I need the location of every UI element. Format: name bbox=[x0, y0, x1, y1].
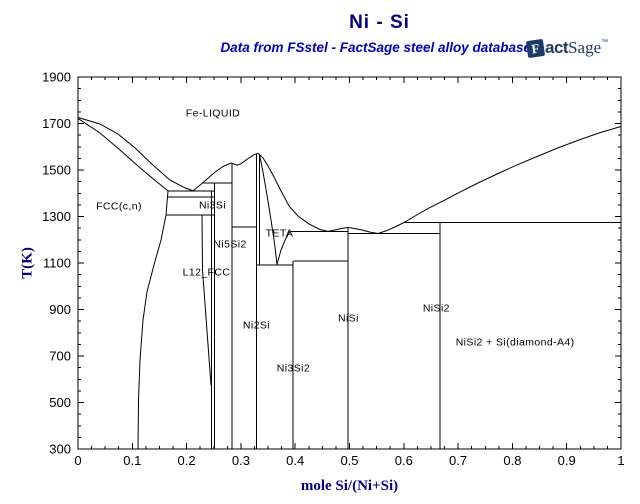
phase-boundary-l12-fcc-left-boundary bbox=[201, 215, 212, 386]
phase-boundary-solidus-fcc bbox=[77, 117, 169, 192]
phase-region-label: NiSi bbox=[338, 312, 359, 324]
phase-boundary-liquidus-ni2si-si bbox=[257, 126, 622, 235]
factsage-logo-text-sage: Sage bbox=[568, 38, 602, 57]
phase-boundary-teta-right-boundary bbox=[276, 231, 291, 265]
plot-frame bbox=[77, 76, 622, 450]
x-axis-title: mole Si/(Ni+Si) bbox=[300, 478, 399, 494]
phase-region-label: L12_FCC bbox=[183, 267, 231, 279]
phase-region-label: FCC(c,n) bbox=[96, 201, 142, 213]
page-title: Ni - Si bbox=[349, 12, 410, 33]
x-axis-tick-label: 0.8 bbox=[503, 453, 521, 468]
y-axis-tick-label: 1700 bbox=[42, 116, 71, 131]
factsage-logo: F act Sage ™ bbox=[525, 38, 609, 62]
phase-region-label: Ni5Si2 bbox=[213, 238, 246, 250]
y-axis-tick-label: 1500 bbox=[42, 163, 71, 178]
phase-region-label: Fe-LIQUID bbox=[186, 108, 240, 120]
y-axis-tick-label: 1100 bbox=[43, 256, 71, 271]
x-axis-tick-label: 0.3 bbox=[232, 453, 250, 468]
phase-boundary-fcc-solvus bbox=[137, 190, 169, 450]
x-axis-tick-label: 0.7 bbox=[449, 453, 467, 468]
phase-region-label: Ni3Si bbox=[199, 199, 226, 211]
x-axis-tick-label: 0.5 bbox=[340, 453, 358, 468]
chart-subtitle: Data from FSstel - FactSage steel alloy … bbox=[220, 40, 539, 55]
y-axis-tick-label: 300 bbox=[49, 442, 71, 457]
trademark-symbol: ™ bbox=[601, 39, 609, 46]
y-axis-tick-label: 1900 bbox=[42, 70, 71, 85]
phase-region-label: Ni2Si bbox=[243, 320, 270, 332]
phase-region-label: Ni3Si2 bbox=[277, 363, 310, 375]
y-axis-title: T(K) bbox=[19, 247, 36, 279]
phase-region-label: NiSi2 + Si(diamond-A4) bbox=[456, 337, 575, 349]
y-axis-tick-label: 900 bbox=[49, 302, 71, 317]
y-axis-tick-label: 500 bbox=[49, 395, 71, 410]
phase-region-label: NiSi2 bbox=[423, 302, 450, 314]
phase-boundary-liquidus-ni-branch bbox=[77, 117, 194, 192]
x-axis-tick-label: 0.6 bbox=[395, 453, 413, 468]
phase-boundary-teta-left-boundary bbox=[259, 154, 278, 265]
x-axis-tick-label: 0.1 bbox=[123, 453, 141, 468]
phase-region-label: TETA bbox=[266, 228, 294, 240]
y-axis-tick-label: 1300 bbox=[42, 209, 71, 224]
y-axis-tick-label: 700 bbox=[49, 349, 71, 364]
factsage-logo-text-fact: act bbox=[545, 38, 569, 57]
x-axis-tick-label: 0 bbox=[74, 453, 81, 468]
x-axis-tick-label: 1 bbox=[617, 453, 624, 468]
x-axis-tick-label: 0.9 bbox=[558, 453, 576, 468]
x-axis-tick-label: 0.4 bbox=[286, 453, 304, 468]
factsage-logo-icon: F bbox=[525, 38, 546, 59]
x-axis-tick-label: 0.2 bbox=[178, 453, 196, 468]
phase-boundary-liquidus-ni3si-ni2si bbox=[192, 152, 259, 192]
